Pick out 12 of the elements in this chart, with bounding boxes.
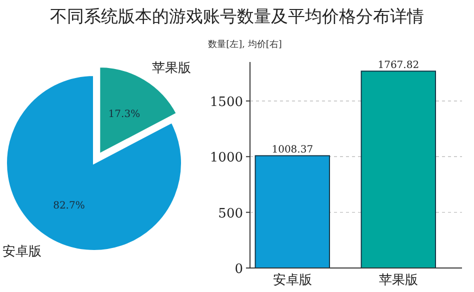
y-tick-label: 0 (234, 262, 243, 277)
data-label: 17.3% (108, 109, 140, 120)
slice-label: 安卓版 (2, 243, 42, 260)
y-tick-label: 500 (218, 206, 243, 222)
data-label: 1008.37 (272, 144, 314, 156)
y-tick-label: 1000 (210, 150, 243, 166)
data-label: 1767.82 (378, 60, 420, 72)
y-tick-label: 1500 (210, 94, 243, 110)
chart-subtitle: 数量[左], 均价[右] (208, 39, 282, 50)
data-label: 82.7% (53, 200, 85, 212)
text: 不同系统版本的游戏账号数量及平均价格分布详情 (50, 7, 424, 27)
slice-label: 苹果版 (152, 61, 191, 76)
